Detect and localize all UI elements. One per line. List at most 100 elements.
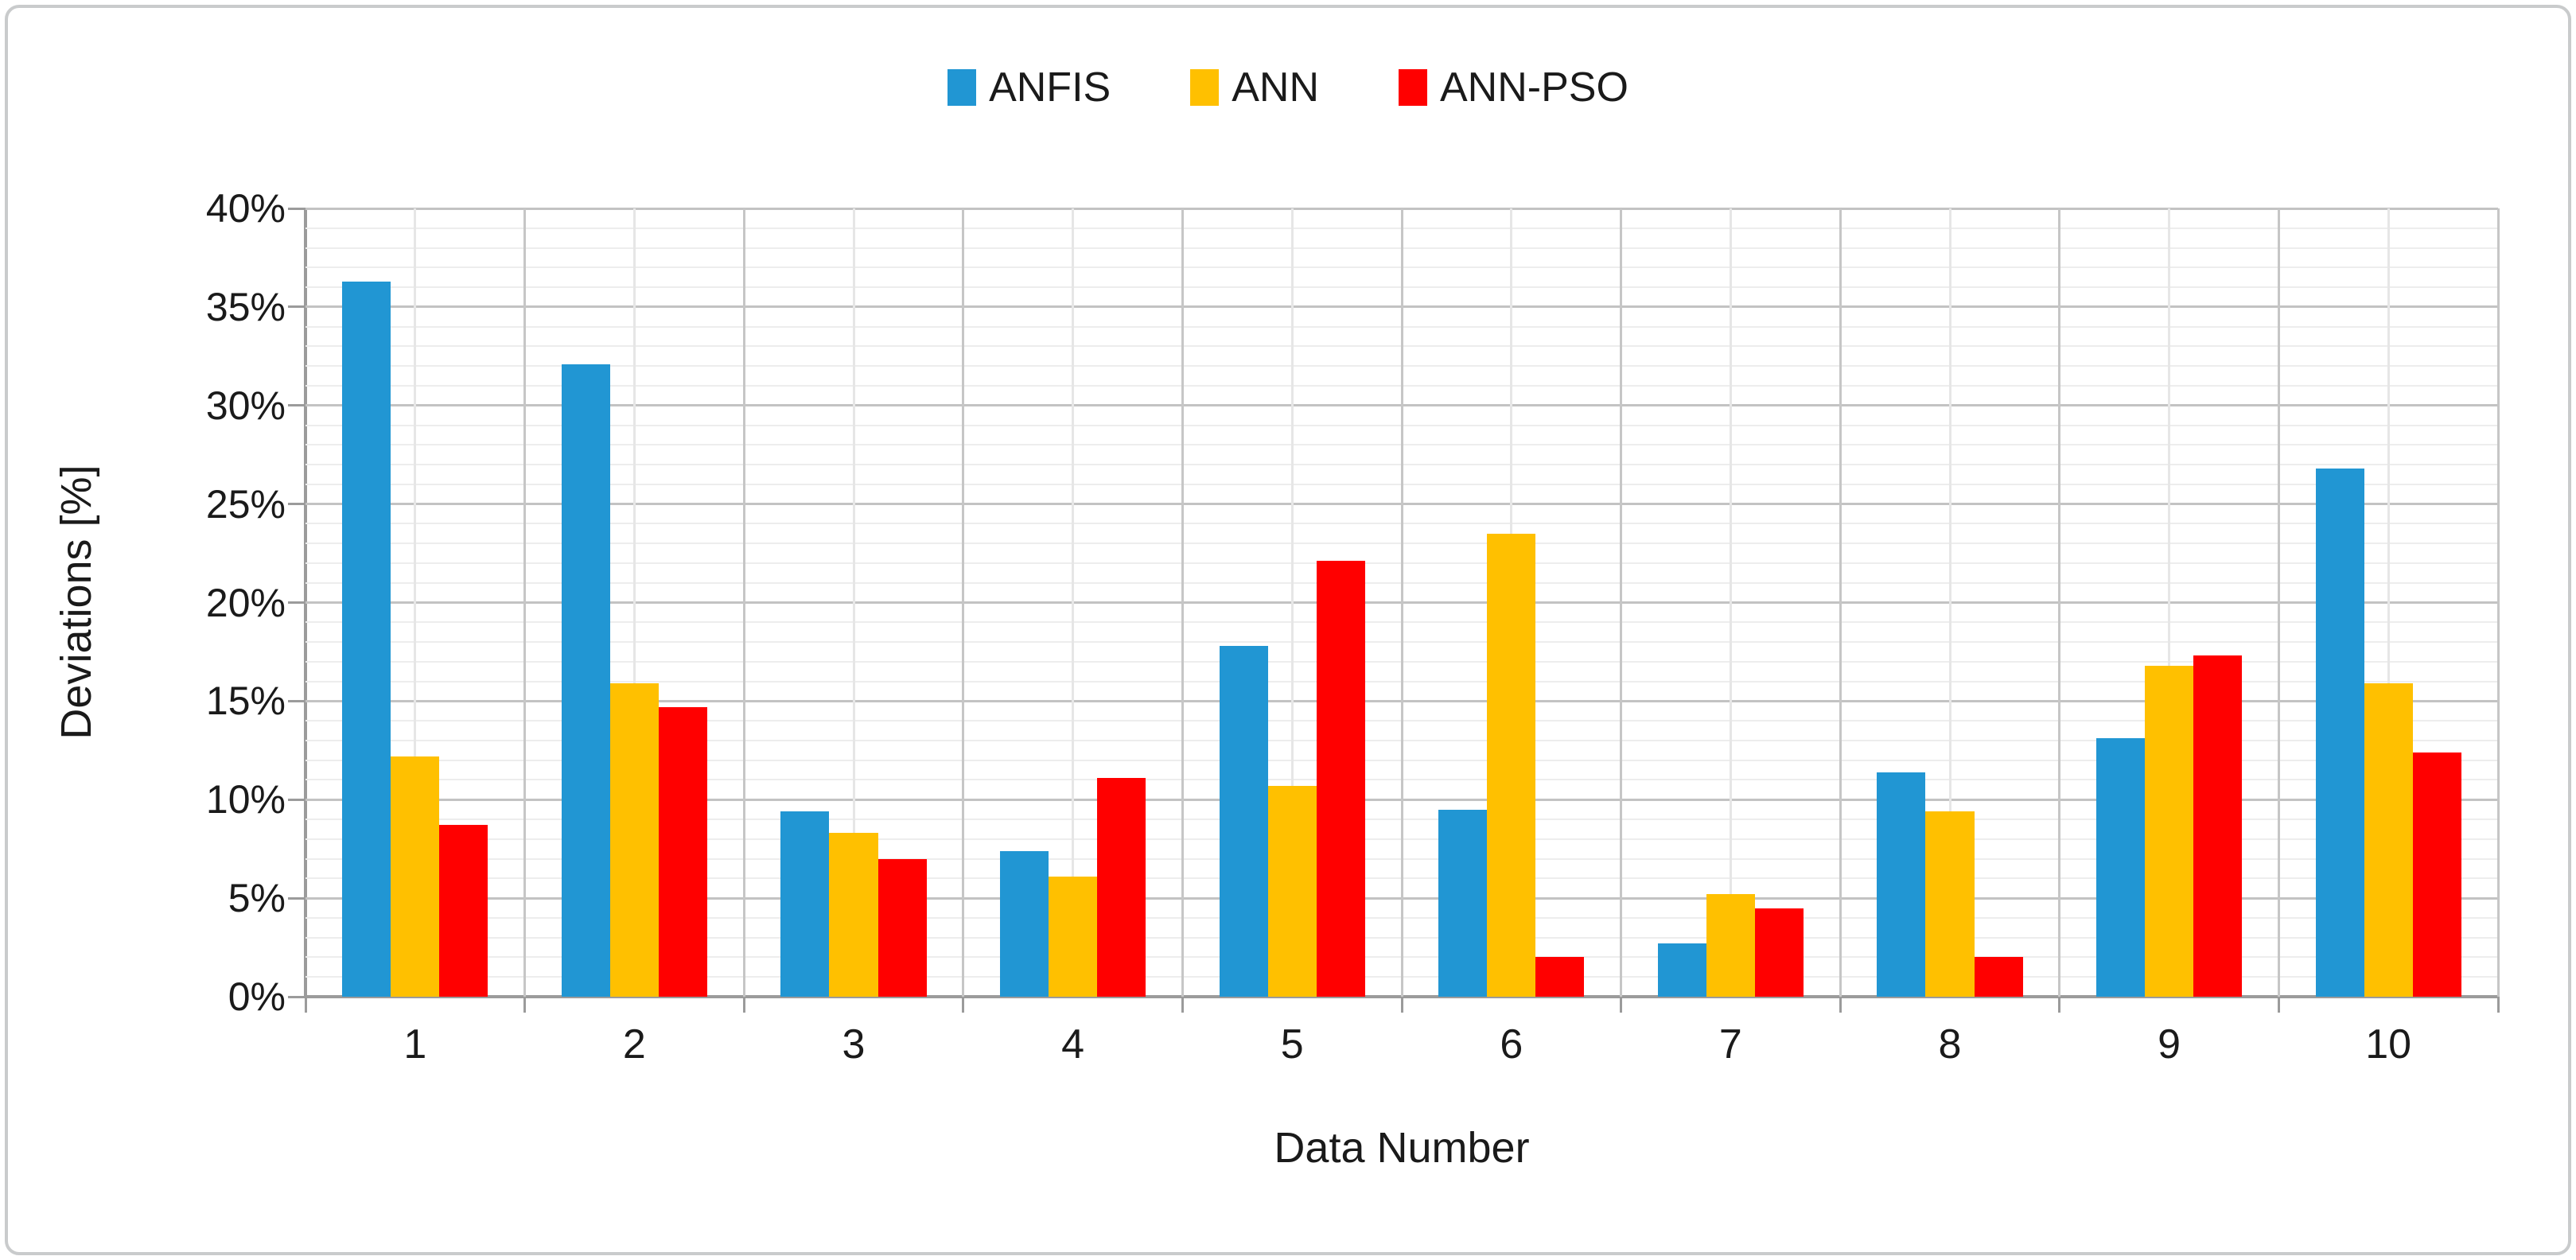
bar-ann-pso-2 [658, 706, 708, 997]
bar-ann-6 [1487, 533, 1536, 997]
bar-ann-pso-10 [2412, 752, 2461, 997]
minor-gridline-v [2387, 208, 2390, 997]
x-axis-tick [2496, 997, 2500, 1013]
y-tick-label: 35% [205, 284, 286, 329]
minor-gridline-v [1948, 208, 1951, 997]
bar-anfis-5 [1219, 646, 1268, 997]
legend-swatch-icon [1399, 69, 1427, 106]
y-tick-label: 20% [205, 580, 286, 625]
legend-label: ANN-PSO [1440, 64, 1628, 111]
x-axis-tick [1839, 997, 1842, 1013]
bar-ann-8 [1925, 811, 1975, 997]
minor-gridline-v [632, 208, 636, 997]
major-gridline-v [2277, 208, 2280, 997]
minor-gridline-v [1072, 208, 1075, 997]
legend-swatch-icon [1190, 69, 1220, 106]
y-tick-label: 15% [205, 679, 286, 724]
x-tick-label: 4 [1061, 1021, 1085, 1068]
x-axis-title: Data Number [1274, 1124, 1530, 1172]
bar-ann-3 [829, 833, 878, 997]
plot-area: 0% 5% 10% 15% 20% 25% 30% 35% 40% 1 2 3 4 5 6 7 8 9 10 [206, 186, 2500, 1065]
y-tick-label: 10% [205, 777, 286, 822]
bar-ann-pso-9 [2193, 655, 2243, 997]
bar-anfis-8 [1877, 772, 1926, 997]
x-axis-tick [1620, 997, 1623, 1013]
x-axis-tick [523, 997, 527, 1013]
bar-anfis-10 [2315, 469, 2364, 997]
bar-ann-4 [1049, 876, 1098, 997]
major-gridline-v [2058, 208, 2061, 997]
minor-gridline-v [1290, 208, 1294, 997]
major-gridline-v [962, 208, 965, 997]
y-tick-label: 5% [228, 876, 286, 921]
bar-ann-2 [609, 683, 659, 997]
x-tick-label: 5 [1280, 1021, 1304, 1068]
y-axis-tick [288, 798, 305, 801]
bar-ann-pso-8 [1974, 957, 2023, 997]
bar-ann-pso-6 [1535, 957, 1585, 997]
bar-anfis-9 [2095, 738, 2146, 997]
bar-anfis-1 [342, 281, 391, 997]
legend-item-anfis: ANFIS [948, 67, 1111, 108]
y-axis-tick [288, 404, 305, 407]
x-axis-tick [1400, 997, 1403, 1013]
x-tick-label: 3 [842, 1021, 866, 1068]
y-axis-tick [288, 207, 305, 210]
x-tick-label: 8 [1938, 1021, 1962, 1068]
bar-ann-pso-3 [877, 858, 927, 997]
legend-item-ann: ANN [1190, 67, 1319, 108]
y-axis-tick [288, 995, 305, 998]
bar-anfis-4 [999, 850, 1049, 997]
minor-gridline-v [852, 208, 855, 997]
y-axis-tick [288, 896, 305, 900]
bar-ann-1 [391, 756, 440, 997]
legend-item-ann-pso: ANN-PSO [1399, 67, 1628, 108]
legend: ANFIS ANN ANN-PSO [0, 67, 2576, 108]
minor-gridline-v [2168, 208, 2171, 997]
x-tick-label: 1 [403, 1021, 427, 1068]
major-gridline-v [523, 208, 527, 997]
y-axis-title: Deviations [%] [53, 465, 100, 740]
x-tick-label: 2 [622, 1021, 646, 1068]
y-tick-label: 40% [205, 186, 286, 231]
bar-ann-pso-4 [1097, 778, 1146, 997]
bar-anfis-3 [780, 811, 830, 997]
bar-ann-10 [2364, 683, 2413, 997]
legend-label: ANN [1232, 64, 1319, 111]
bar-ann-pso-1 [439, 825, 488, 997]
minor-gridline-v [414, 208, 417, 997]
x-axis-tick [304, 997, 307, 1013]
x-tick-label: 7 [1718, 1021, 1742, 1068]
bar-ann-9 [2145, 665, 2194, 997]
y-tick-label: 25% [205, 481, 286, 527]
x-tick-label: 9 [2158, 1021, 2181, 1068]
minor-gridline-v [1729, 208, 1732, 997]
major-gridline-v [1620, 208, 1623, 997]
bar-anfis-2 [561, 364, 610, 997]
bar-ann-pso-5 [1316, 561, 1365, 997]
y-axis-tick [288, 305, 305, 309]
y-axis-tick [288, 503, 305, 506]
x-axis-tick [1181, 997, 1184, 1013]
y-axis-tick [288, 601, 305, 604]
x-tick-label: 6 [1500, 1021, 1523, 1068]
major-gridline-v [1181, 208, 1184, 997]
bar-anfis-6 [1438, 809, 1488, 997]
y-tick-label: 30% [205, 383, 286, 428]
legend-label: ANFIS [989, 64, 1111, 111]
major-gridline-v [2496, 208, 2500, 997]
x-axis-tick [962, 997, 965, 1013]
y-axis-tick [288, 699, 305, 702]
bar-ann-5 [1267, 785, 1317, 997]
major-gridline-v [742, 208, 745, 997]
y-tick-label: 0% [228, 974, 286, 1019]
bar-ann-7 [1706, 894, 1755, 997]
x-axis-tick [742, 997, 745, 1013]
x-axis-tick [2277, 997, 2280, 1013]
x-tick-label: 10 [2365, 1021, 2412, 1068]
bar-ann-pso-7 [1754, 908, 1804, 997]
major-gridline-v [1400, 208, 1403, 997]
x-axis-tick [2058, 997, 2061, 1013]
bar-anfis-7 [1657, 943, 1706, 997]
